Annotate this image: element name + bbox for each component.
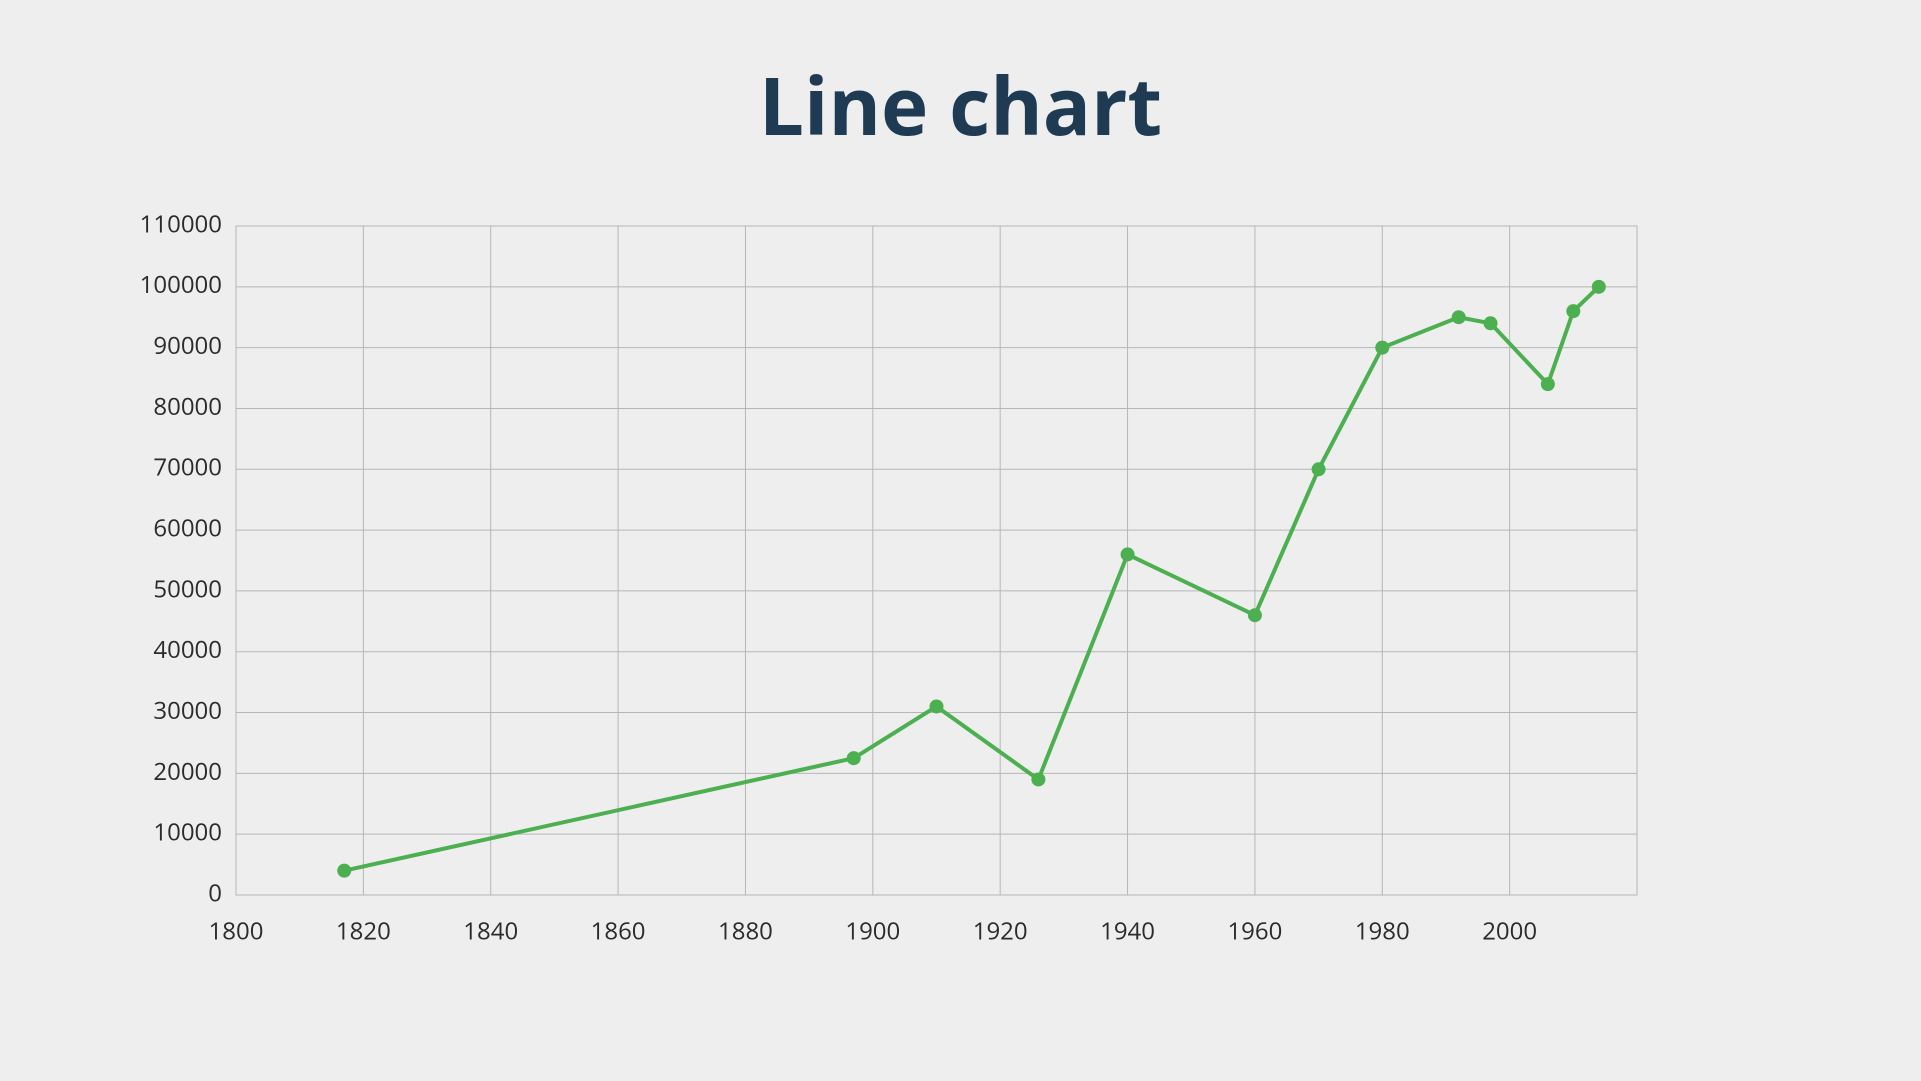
data-point [1248, 608, 1262, 622]
data-point [1592, 280, 1606, 294]
data-point [1541, 377, 1555, 391]
data-point [1566, 304, 1580, 318]
y-tick-label: 50000 [153, 572, 222, 605]
plot-area [236, 226, 1637, 895]
y-tick-label: 70000 [153, 451, 222, 484]
line-chart: 0 10000 20000 30000 40000 50000 60000 70000 8000… [0, 0, 1921, 1081]
y-tick-label: 100000 [140, 268, 222, 301]
y-axis-labels: 0 10000 20000 30000 40000 50000 60000 70000 8000… [140, 207, 222, 909]
x-axis-labels: 1800 1820 1840 1860 1880 1900 1920 1940 1960 1980… [209, 914, 1538, 947]
x-tick-label: 1940 [1100, 914, 1155, 947]
x-tick-label: 2000 [1482, 914, 1537, 947]
x-tick-label: 1820 [336, 914, 391, 947]
x-tick-label: 1960 [1227, 914, 1282, 947]
y-tick-label: 30000 [153, 694, 222, 727]
x-tick-label: 1860 [591, 914, 646, 947]
data-point [1121, 547, 1135, 561]
data-point [1375, 341, 1389, 355]
y-tick-label: 80000 [153, 390, 222, 423]
data-point [1031, 772, 1045, 786]
x-tick-label: 1920 [973, 914, 1028, 947]
x-tick-label: 1880 [718, 914, 773, 947]
y-tick-label: 110000 [140, 207, 222, 240]
data-point [930, 699, 944, 713]
x-tick-label: 1800 [209, 914, 264, 947]
data-point [1452, 310, 1466, 324]
y-tick-label: 0 [208, 876, 222, 909]
data-point [847, 751, 861, 765]
y-tick-label: 20000 [153, 755, 222, 788]
stage: Line chart 01000020000300004000050000600… [0, 0, 1921, 1081]
y-tick-label: 10000 [153, 816, 222, 849]
x-tick-label: 1900 [845, 914, 900, 947]
x-tick-label: 1840 [463, 914, 518, 947]
y-tick-label: 40000 [153, 633, 222, 666]
data-point [337, 864, 351, 878]
y-tick-label: 90000 [153, 329, 222, 362]
y-tick-label: 60000 [153, 512, 222, 545]
data-point [1312, 462, 1326, 476]
x-tick-label: 1980 [1355, 914, 1410, 947]
data-point [1484, 316, 1498, 330]
